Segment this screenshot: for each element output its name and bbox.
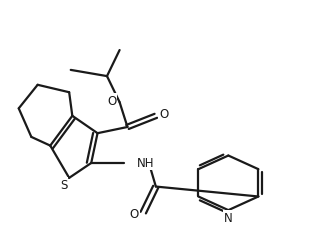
Text: O: O [159,108,168,121]
Text: O: O [107,95,116,108]
Text: O: O [130,208,139,220]
Text: S: S [60,178,67,191]
Text: NH: NH [137,157,155,170]
Text: N: N [224,211,233,224]
